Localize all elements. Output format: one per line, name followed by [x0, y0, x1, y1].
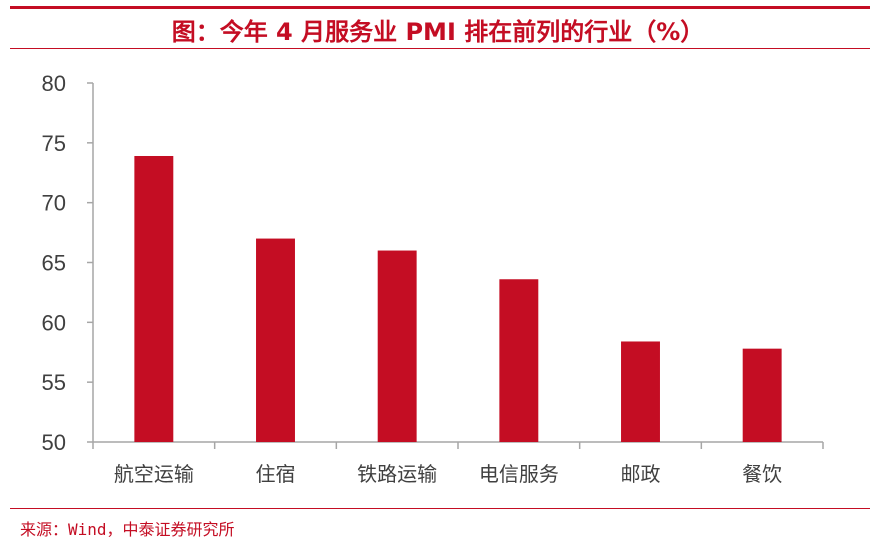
- top-rule: [10, 6, 870, 9]
- x-tick-label: 餐饮: [742, 462, 782, 486]
- x-tick-label: 住宿: [256, 462, 296, 486]
- title-rule: [10, 48, 870, 49]
- y-axis: 50 55 60 65 70 75 80: [42, 71, 94, 455]
- bar: [134, 155, 174, 442]
- y-tick-label: 60: [42, 310, 66, 335]
- y-tick-label: 75: [42, 131, 66, 156]
- bar: [256, 238, 295, 442]
- y-tick-label: 50: [42, 430, 66, 455]
- bar: [499, 279, 539, 442]
- bar: [621, 341, 660, 442]
- x-tick-label: 航空运输: [114, 462, 194, 486]
- y-tick-label: 80: [42, 71, 66, 96]
- source-note: 来源：Wind，中泰证券研究所: [20, 520, 235, 539]
- bar: [377, 250, 417, 442]
- x-tick-label: 电信服务: [479, 462, 559, 486]
- x-tick-label: 邮政: [621, 462, 661, 486]
- x-tick-label: 铁路运输: [357, 462, 437, 486]
- x-axis: 航空运输 住宿 铁路运输 电信服务 邮政 餐饮: [92, 441, 824, 486]
- bar: [742, 348, 782, 442]
- bars: [134, 155, 782, 442]
- source-rule: [10, 508, 870, 509]
- chart-title: 图：今年 4 月服务业 PMI 排在前列的行业（%）: [171, 18, 705, 46]
- y-tick-label: 65: [42, 251, 66, 276]
- y-tick-label: 55: [42, 370, 66, 395]
- y-tick-label: 70: [42, 191, 66, 216]
